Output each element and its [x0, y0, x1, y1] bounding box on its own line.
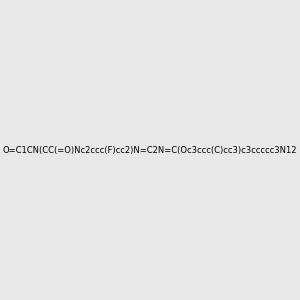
- Text: O=C1CN(CC(=O)Nc2ccc(F)cc2)N=C2N=C(Oc3ccc(C)cc3)c3ccccc3N12: O=C1CN(CC(=O)Nc2ccc(F)cc2)N=C2N=C(Oc3ccc…: [3, 146, 297, 154]
